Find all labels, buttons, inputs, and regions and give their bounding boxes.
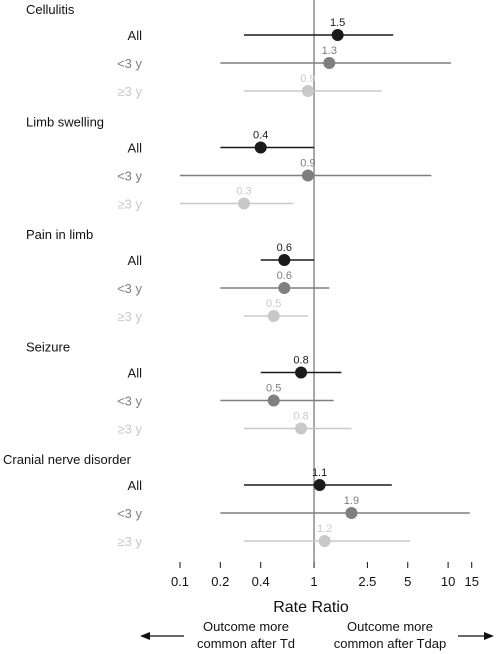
estimate-label-seizure-1: 0.5 — [266, 383, 281, 395]
group-title-cranial-nerve-disorder: Cranial nerve disorder — [3, 452, 132, 467]
estimate-label-pain-in-limb-0: 0.6 — [277, 242, 292, 254]
row-label-seizure-1: <3 y — [117, 394, 142, 409]
estimate-point-seizure-1 — [267, 394, 280, 407]
estimate-label-limb-swelling-2: 0.3 — [236, 186, 251, 198]
x-tick-label-6: 10 — [441, 574, 455, 589]
estimate-point-cellulitis-2 — [301, 85, 314, 97]
estimate-label-limb-swelling-0: 0.4 — [253, 130, 268, 142]
estimate-point-cellulitis-0 — [331, 29, 344, 41]
estimate-point-pain-in-limb-2 — [267, 310, 280, 322]
rows-group: Cellulitis All 1.5 <3 y 1.3 ≥3 y 0.9 Limb swell… — [3, 2, 470, 549]
group-title-seizure: Seizure — [26, 340, 70, 355]
estimate-label-cranial-nerve-disorder-2: 1.2 — [317, 523, 332, 535]
right-annotation-line-1: common after Tdap — [334, 636, 446, 651]
estimate-point-cranial-nerve-disorder-1 — [345, 507, 358, 519]
left-annotation-line-1: common after Td — [197, 636, 295, 651]
row-label-cellulitis-1: <3 y — [117, 56, 142, 71]
left-arrow-head — [140, 632, 150, 640]
row-label-cranial-nerve-disorder-1: <3 y — [117, 506, 142, 521]
x-tick-label-0: 0.1 — [171, 574, 189, 589]
direction-annotations: Outcome more common after Td Outcome more c… — [140, 619, 494, 651]
right-arrow-head — [484, 632, 494, 640]
row-label-seizure-2: ≥3 y — [118, 422, 143, 437]
estimate-point-limb-swelling-0 — [254, 141, 267, 154]
estimate-point-pain-in-limb-1 — [278, 282, 291, 294]
estimate-point-seizure-0 — [295, 366, 308, 379]
x-tick-label-5: 5 — [404, 574, 411, 589]
x-tick-label-7: 15 — [464, 574, 478, 589]
row-label-pain-in-limb-2: ≥3 y — [118, 309, 143, 324]
row-label-cranial-nerve-disorder-0: All — [128, 478, 143, 493]
estimate-label-pain-in-limb-1: 0.6 — [277, 270, 292, 282]
row-label-pain-in-limb-0: All — [128, 253, 143, 268]
x-tick-label-1: 0.2 — [211, 574, 229, 589]
estimate-label-cellulitis-1: 1.3 — [322, 45, 337, 57]
estimate-point-limb-swelling-1 — [301, 169, 314, 182]
estimate-label-cellulitis-0: 1.5 — [330, 17, 345, 29]
estimate-label-seizure-0: 0.8 — [293, 355, 308, 367]
row-label-cranial-nerve-disorder-2: ≥3 y — [118, 534, 143, 549]
estimate-point-limb-swelling-2 — [237, 197, 250, 210]
x-tick-label-4: 2.5 — [358, 574, 376, 589]
row-label-limb-swelling-1: <3 y — [117, 169, 142, 184]
row-label-seizure-0: All — [128, 366, 143, 381]
x-tick-label-3: 1 — [310, 574, 317, 589]
estimate-label-cellulitis-2: 0.9 — [300, 73, 315, 85]
row-label-pain-in-limb-1: <3 y — [117, 281, 142, 296]
x-tick-label-2: 0.4 — [252, 574, 270, 589]
group-title-pain-in-limb: Pain in limb — [26, 227, 93, 242]
x-axis: 0.1 0.2 0.4 1 2.5 5 10 15 — [171, 562, 479, 589]
left-annotation-line-0: Outcome more — [203, 619, 289, 634]
estimate-point-pain-in-limb-0 — [278, 254, 291, 266]
right-annotation-line-0: Outcome more — [347, 619, 433, 634]
x-axis-label: Rate Ratio — [273, 599, 349, 616]
estimate-label-limb-swelling-1: 0.9 — [300, 158, 315, 170]
estimate-point-seizure-2 — [295, 422, 308, 435]
estimate-label-pain-in-limb-2: 0.5 — [266, 298, 281, 310]
row-label-limb-swelling-0: All — [128, 141, 143, 156]
group-title-limb-swelling: Limb swelling — [26, 115, 104, 130]
estimate-label-cranial-nerve-disorder-0: 1.1 — [312, 467, 327, 479]
estimate-point-cellulitis-1 — [323, 57, 336, 69]
row-label-cellulitis-2: ≥3 y — [118, 84, 143, 99]
group-title-cellulitis: Cellulitis — [26, 2, 75, 17]
row-label-limb-swelling-2: ≥3 y — [118, 197, 143, 212]
estimate-label-seizure-2: 0.8 — [293, 411, 308, 423]
estimate-point-cranial-nerve-disorder-2 — [318, 535, 331, 547]
row-label-cellulitis-0: All — [128, 28, 143, 43]
estimate-label-cranial-nerve-disorder-1: 1.9 — [344, 495, 359, 507]
estimate-point-cranial-nerve-disorder-0 — [313, 479, 326, 491]
